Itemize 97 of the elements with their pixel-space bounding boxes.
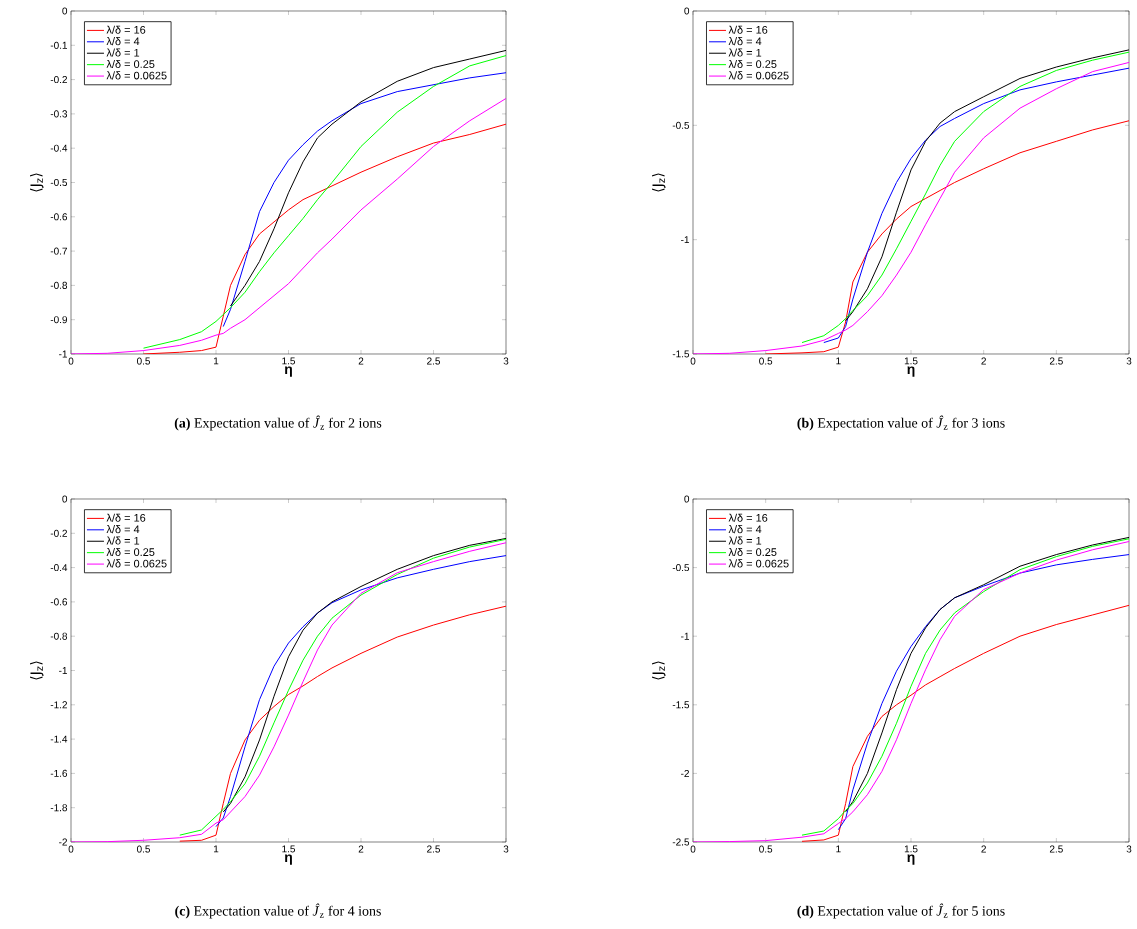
y-tick-label: -0.6	[50, 213, 68, 221]
x-tick-label: 3	[1126, 357, 1132, 365]
x-tick-label: 2.5	[427, 845, 441, 853]
legend-label: λ/δ = 0.0625	[728, 559, 789, 568]
y-tick-label: -1.2	[50, 701, 67, 709]
x-tick-label: 3	[503, 845, 509, 853]
y-tick-label: -0.1	[50, 41, 67, 49]
legend-label: λ/δ = 0.0625	[106, 559, 167, 568]
y-tick-label: -0.5	[50, 178, 68, 187]
y-tick-label: -0.5	[672, 121, 690, 129]
legend-label: λ/δ = 16	[106, 513, 146, 522]
x-tick-label: 0.5	[136, 357, 151, 365]
x-tick-label: 2	[981, 845, 986, 853]
x-tick-label: 2	[358, 357, 364, 365]
line-series	[801, 538, 1130, 836]
legend-label: λ/δ = 4	[728, 37, 762, 46]
legend-label: λ/δ = 4	[106, 37, 140, 46]
text: (c) Expectation value of Ĵ$_{z}$ for 4 ions	[175, 903, 381, 919]
y-tick-label: -0.8	[50, 281, 68, 289]
x-tick-label: 2.5	[1049, 845, 1063, 853]
y-tick-label: -1	[59, 667, 67, 674]
x-tick-label: 1.5	[282, 357, 296, 365]
y-tick-label: -1.4	[50, 735, 68, 743]
y-tick-label: -1.5	[672, 701, 690, 709]
x-tick-label: 0.5	[759, 357, 773, 365]
y-tick-label: -1.5	[672, 350, 690, 358]
legend-label: λ/δ = 1	[106, 48, 140, 57]
y-tick-label: -0.3	[50, 110, 68, 118]
line-series	[765, 120, 1130, 354]
y-tick-label: -0.7	[50, 247, 67, 255]
x-tick-label: 0.5	[136, 845, 151, 853]
legend-label: λ/δ = 16	[728, 25, 768, 34]
x-tick-label: 0.5	[759, 845, 773, 853]
x-tick-label: 0	[68, 357, 74, 365]
legend-label: λ/δ = 0.25	[106, 547, 155, 556]
x-tick-label: 2	[358, 845, 364, 853]
y-tick-label: -0.2	[50, 529, 67, 537]
x-tick-label: 1.5	[904, 357, 918, 365]
x-tick-label: 2	[981, 357, 986, 365]
y-tick-label: -1.6	[50, 769, 68, 777]
y-axis-title: ⟨J$_{z}$⟩	[652, 173, 666, 192]
x-tick-label: 1	[214, 357, 219, 365]
legend-label: λ/δ = 0.25	[728, 59, 777, 68]
legend-label: λ/δ = 16	[106, 25, 146, 34]
y-tick-label: -2.5	[672, 838, 690, 846]
y-tick-label: -0.8	[50, 632, 68, 640]
y-tick-label: -2	[59, 838, 67, 846]
y-tick-label: 0	[62, 7, 68, 15]
y-tick-label: -0.9	[50, 316, 68, 324]
legend-label: λ/δ = 4	[106, 525, 140, 534]
legend-label: λ/δ = 0.25	[106, 59, 155, 68]
x-tick-label: 0	[68, 845, 74, 853]
x-tick-label: 3	[503, 357, 509, 365]
x-tick-label: 0	[690, 845, 696, 853]
y-tick-label: -0.2	[50, 76, 67, 84]
legend-label: λ/δ = 4	[728, 525, 762, 534]
text: (a) Expectation value of Ĵ$_{z}$ for 2 ions	[174, 415, 382, 431]
x-tick-label: 1.5	[904, 845, 918, 853]
legend-label: λ/δ = 1	[106, 536, 140, 545]
x-tick-label: 3	[1126, 845, 1132, 853]
text: (b) Expectation value of Ĵ$_{z}$ for 3 ions	[797, 415, 1005, 431]
x-axis-title: η	[907, 854, 915, 865]
line-series	[693, 61, 1130, 354]
legend-label: λ/δ = 0.0625	[106, 71, 167, 80]
y-tick-label: -1	[681, 632, 690, 640]
y-axis-title: ⟨J$_{z}$⟩	[652, 661, 666, 680]
line-series	[179, 605, 506, 842]
x-tick-label: 1	[836, 845, 841, 853]
x-axis-title: η	[284, 854, 292, 865]
legend-label: λ/δ = 0.0625	[728, 71, 789, 80]
line-series	[801, 604, 1130, 842]
x-axis-title: η	[284, 366, 292, 377]
y-tick-label: 0	[62, 495, 68, 503]
y-tick-label: -0.6	[50, 598, 68, 606]
y-tick-label: 0	[684, 495, 690, 503]
x-tick-label: 1	[836, 357, 841, 365]
legend-label: λ/δ = 1	[728, 536, 762, 545]
y-tick-label: -2	[681, 769, 689, 777]
legend-label: λ/δ = 1	[728, 48, 762, 57]
y-tick-label: -0.5	[672, 564, 690, 572]
legend-label: λ/δ = 16	[728, 513, 768, 522]
x-tick-label: 1	[214, 845, 219, 853]
y-tick-label: -0.4	[50, 564, 68, 572]
y-tick-label: -1	[59, 350, 67, 358]
x-tick-label: 0	[690, 357, 696, 365]
y-tick-label: -1.8	[50, 804, 68, 812]
y-tick-label: -0.4	[50, 144, 68, 152]
legend-label: λ/δ = 0.25	[728, 547, 777, 556]
text: (d) Expectation value of Ĵ$_{z}$ for 5 ions	[797, 903, 1005, 919]
y-axis-title: ⟨J$_{z}$⟩	[30, 173, 44, 192]
x-tick-label: 1.5	[282, 845, 296, 853]
y-tick-label: -1	[681, 236, 690, 244]
x-tick-label: 2.5	[427, 357, 441, 365]
x-axis-title: η	[907, 366, 915, 377]
y-tick-label: 0	[684, 7, 690, 15]
y-axis-title: ⟨J$_{z}$⟩	[30, 661, 44, 680]
x-tick-label: 2.5	[1049, 357, 1063, 365]
